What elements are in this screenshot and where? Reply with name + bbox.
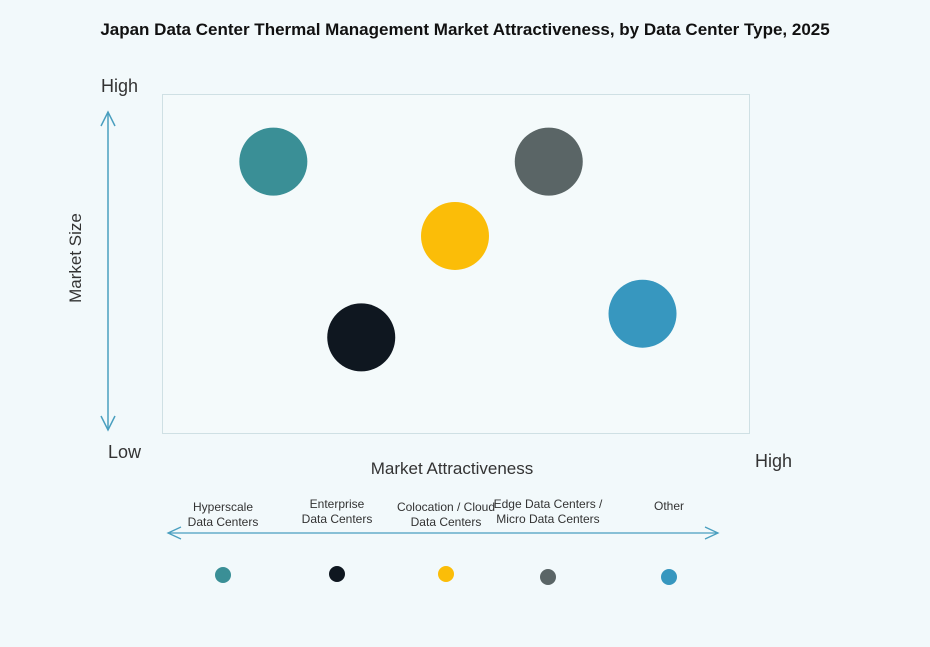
y-axis-arrowhead-bottom bbox=[100, 415, 116, 432]
legend-marker-2 bbox=[329, 566, 345, 582]
bubble-5 bbox=[608, 279, 677, 348]
bubbles bbox=[239, 127, 677, 372]
legend-label-line: Other bbox=[653, 499, 685, 513]
legend-label-line: Hyperscale bbox=[192, 500, 254, 514]
x-axis-high-label: High bbox=[755, 451, 793, 471]
legend-label-line: Data Centers bbox=[187, 515, 259, 529]
legend-marker-1 bbox=[215, 567, 231, 583]
bubble-3 bbox=[421, 201, 489, 270]
legend-label-2: Enterprise Data Centers bbox=[302, 497, 373, 527]
chart-title: Japan Data Center Thermal Management Mar… bbox=[100, 20, 830, 39]
legend-marker-5 bbox=[661, 569, 677, 585]
y-axis-low-label: Low bbox=[108, 442, 142, 462]
bubble-2 bbox=[327, 303, 396, 372]
bubble-1 bbox=[239, 127, 308, 196]
legend-markers bbox=[215, 566, 677, 585]
legend-arrowhead-right bbox=[704, 526, 720, 540]
legend-label-1: Hyperscale Data Centers bbox=[188, 500, 259, 530]
legend-label-line: Edge Data Centers / bbox=[493, 497, 603, 511]
axis-arrows bbox=[100, 110, 720, 540]
legend-label-line: Micro Data Centers bbox=[496, 512, 600, 526]
bubble-4 bbox=[514, 127, 583, 196]
legend-arrowhead-left bbox=[166, 526, 182, 540]
legend-label-line: Colocation / Cloud bbox=[396, 500, 496, 514]
legend-label-line: Data Centers bbox=[301, 512, 373, 526]
x-axis-title: Market Attractiveness bbox=[370, 459, 534, 478]
legend-label-5: Other bbox=[654, 499, 684, 514]
legend-label-line: Data Centers bbox=[410, 515, 482, 529]
legend-label-line: Enterprise bbox=[309, 497, 365, 511]
legend-label-4: Edge Data Centers / Micro Data Centers bbox=[494, 497, 603, 527]
y-axis-arrowhead-top bbox=[100, 110, 116, 127]
legend-marker-4 bbox=[540, 569, 556, 585]
legend-label-3: Colocation / Cloud Data Centers bbox=[397, 500, 495, 530]
legend-marker-3 bbox=[438, 566, 454, 582]
y-axis-high-label: High bbox=[101, 76, 139, 96]
